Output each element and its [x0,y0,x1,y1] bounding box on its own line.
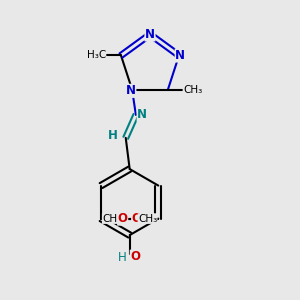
Text: N: N [137,109,147,122]
Text: CH₃: CH₃ [102,214,122,224]
Text: N: N [126,84,136,97]
Text: H: H [108,129,118,142]
Text: H₃C: H₃C [86,50,106,61]
Text: CH₃: CH₃ [138,214,157,224]
Text: O: O [132,212,142,225]
Text: CH₃: CH₃ [183,85,202,94]
Text: H: H [118,251,126,265]
Text: N: N [145,28,155,41]
Text: O: O [118,212,128,225]
Text: N: N [175,49,185,62]
Text: O: O [130,250,140,263]
